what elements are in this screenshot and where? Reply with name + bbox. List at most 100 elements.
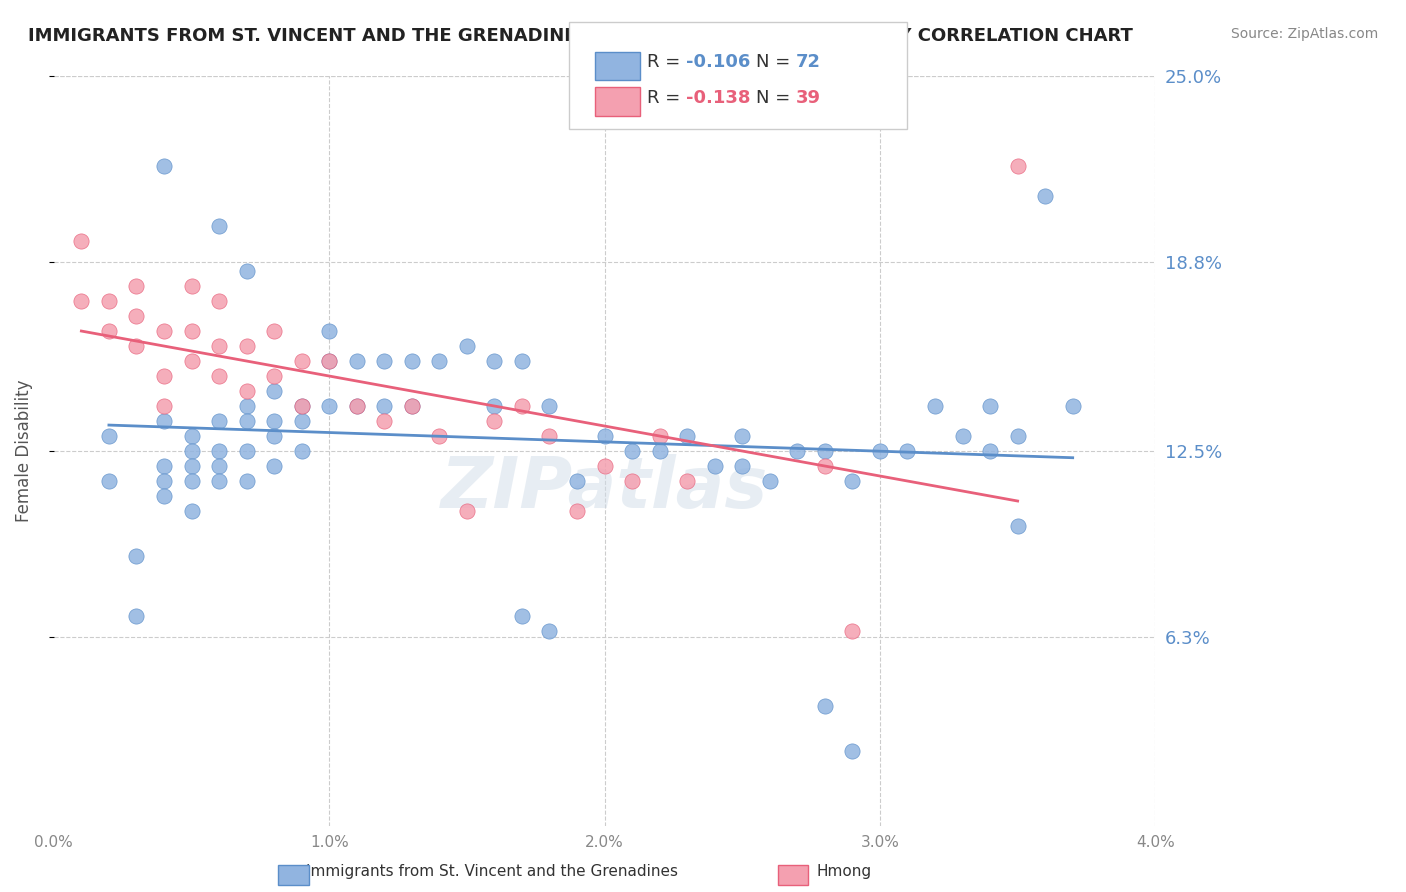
Point [373, 353, 395, 368]
Point [456, 338, 478, 352]
Point [373, 413, 395, 427]
Point [180, 503, 202, 517]
Point [896, 443, 918, 458]
Point [125, 278, 148, 293]
Point [538, 624, 561, 638]
Point [318, 324, 340, 338]
Point [97, 428, 120, 442]
Point [427, 428, 450, 442]
Point [346, 353, 368, 368]
Point [291, 413, 314, 427]
Point [125, 338, 148, 352]
Point [841, 624, 863, 638]
Point [621, 443, 644, 458]
Text: -0.138: -0.138 [686, 89, 751, 107]
Point [263, 384, 285, 398]
Point [208, 293, 231, 308]
Point [373, 399, 395, 413]
Point [427, 353, 450, 368]
Text: 72: 72 [796, 54, 821, 71]
Point [153, 413, 176, 427]
Point [180, 474, 202, 488]
Point [208, 338, 231, 352]
Point [621, 474, 644, 488]
Point [703, 458, 725, 473]
Point [153, 489, 176, 503]
Point [70, 293, 93, 308]
Point [97, 474, 120, 488]
Point [346, 399, 368, 413]
Point [401, 353, 423, 368]
Point [565, 503, 588, 517]
Point [291, 443, 314, 458]
Point [180, 458, 202, 473]
Text: -0.106: -0.106 [686, 54, 751, 71]
Text: Immigrants from St. Vincent and the Grenadines: Immigrants from St. Vincent and the Gren… [307, 863, 678, 879]
Point [263, 413, 285, 427]
Point [125, 608, 148, 623]
Point [291, 353, 314, 368]
Y-axis label: Female Disability: Female Disability [15, 379, 32, 522]
Point [235, 263, 257, 277]
Point [565, 474, 588, 488]
Point [263, 458, 285, 473]
Point [291, 399, 314, 413]
Point [318, 353, 340, 368]
Point [593, 458, 616, 473]
Text: Source: ZipAtlas.com: Source: ZipAtlas.com [1230, 27, 1378, 41]
Point [759, 474, 782, 488]
Point [346, 399, 368, 413]
Point [235, 474, 257, 488]
Point [979, 399, 1001, 413]
Point [1007, 428, 1029, 442]
Text: R =: R = [647, 89, 686, 107]
Point [208, 413, 231, 427]
Point [153, 458, 176, 473]
Point [731, 458, 754, 473]
Point [318, 353, 340, 368]
Point [731, 428, 754, 442]
Point [208, 443, 231, 458]
Text: 39: 39 [796, 89, 821, 107]
Point [263, 428, 285, 442]
Point [648, 443, 671, 458]
Point [456, 503, 478, 517]
Point [153, 474, 176, 488]
Point [125, 309, 148, 323]
Point [153, 324, 176, 338]
Text: N =: N = [756, 89, 796, 107]
Point [1033, 188, 1056, 202]
Point [814, 443, 837, 458]
Point [841, 743, 863, 757]
Point [235, 399, 257, 413]
Point [97, 293, 120, 308]
Point [208, 474, 231, 488]
Text: Hmong: Hmong [815, 863, 872, 879]
Point [153, 368, 176, 383]
Point [510, 608, 533, 623]
Point [235, 413, 257, 427]
Point [593, 428, 616, 442]
Point [180, 443, 202, 458]
Point [510, 399, 533, 413]
Point [676, 428, 699, 442]
Point [70, 234, 93, 248]
Point [952, 428, 974, 442]
Point [538, 399, 561, 413]
Point [510, 353, 533, 368]
Point [235, 384, 257, 398]
Point [869, 443, 891, 458]
Point [484, 353, 506, 368]
Text: IMMIGRANTS FROM ST. VINCENT AND THE GRENADINES VS HMONG FEMALE DISABILITY CORREL: IMMIGRANTS FROM ST. VINCENT AND THE GREN… [28, 27, 1133, 45]
Point [538, 428, 561, 442]
Point [979, 443, 1001, 458]
Point [1007, 518, 1029, 533]
Point [180, 353, 202, 368]
Point [1007, 159, 1029, 173]
Point [263, 324, 285, 338]
Point [924, 399, 946, 413]
Point [235, 338, 257, 352]
Point [401, 399, 423, 413]
Point [318, 399, 340, 413]
Point [208, 368, 231, 383]
